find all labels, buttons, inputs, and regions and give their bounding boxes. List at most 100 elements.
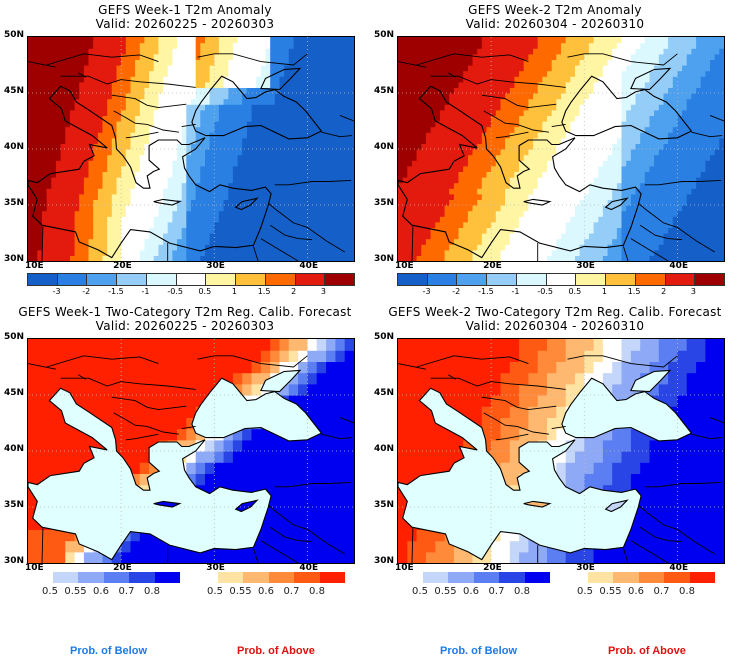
grid-cell — [32, 65, 38, 72]
grid-cell — [486, 48, 492, 55]
grid-cell — [435, 81, 441, 88]
grid-cell — [139, 76, 146, 83]
grid-cell — [88, 121, 94, 128]
grid-cell — [505, 115, 511, 122]
grid-cell — [602, 126, 609, 133]
grid-cell — [74, 165, 80, 172]
grid-cell — [340, 210, 346, 217]
grid-cell — [135, 59, 141, 66]
grid-cell — [630, 48, 637, 55]
grid-cell — [256, 171, 262, 178]
grid-cell — [153, 165, 159, 172]
grid-cell — [102, 199, 108, 206]
grid-cell — [191, 126, 197, 133]
grid-cell — [444, 238, 450, 245]
grid-cell — [575, 42, 581, 49]
grid-cell — [302, 165, 309, 172]
grid-cell — [237, 182, 243, 189]
grid-cell — [167, 199, 173, 206]
grid-cell — [121, 59, 127, 66]
grid-cell — [602, 160, 609, 167]
grid-cell — [533, 221, 539, 228]
grid-cell — [223, 143, 229, 150]
grid-cell — [288, 249, 295, 256]
grid-cell — [321, 70, 327, 77]
grid-cell — [158, 182, 164, 189]
grid-cell — [453, 87, 460, 94]
grid-cell — [565, 65, 571, 72]
grid-cell — [556, 53, 562, 60]
grid-cell — [402, 59, 408, 66]
grid-cell — [439, 188, 446, 195]
grid-cell — [130, 244, 136, 251]
grid-cell — [270, 37, 276, 44]
grid-cell — [158, 193, 164, 200]
grid-cell — [135, 216, 141, 223]
grid-cell — [412, 65, 418, 72]
grid-cell — [293, 255, 299, 261]
grid-cell — [232, 221, 239, 228]
grid-cell — [458, 70, 464, 77]
grid-cell — [472, 160, 478, 167]
grid-cell — [116, 210, 122, 217]
grid-cell — [425, 149, 432, 156]
grid-cell — [218, 37, 225, 44]
grid-cell — [556, 249, 562, 256]
grid-cell — [640, 160, 646, 167]
grid-cell — [519, 221, 525, 228]
grid-cell — [453, 227, 460, 234]
grid-cell — [265, 143, 271, 150]
grid-cell — [486, 115, 492, 122]
grid-cell — [421, 132, 427, 139]
grid-cell — [69, 65, 76, 72]
grid-cell — [298, 109, 304, 116]
grid-cell — [32, 126, 38, 133]
grid-cell — [630, 81, 637, 88]
grid-cell — [449, 182, 455, 189]
grid-cell — [349, 205, 354, 212]
grid-cell — [467, 188, 474, 195]
grid-cell — [340, 177, 346, 184]
grid-cell — [602, 109, 609, 116]
grid-cell — [83, 48, 90, 55]
grid-cell — [130, 255, 136, 261]
grid-cell — [181, 121, 187, 128]
grid-cell — [186, 244, 192, 251]
grid-cell — [111, 205, 118, 212]
grid-cell — [181, 249, 187, 256]
grid-cell — [256, 216, 262, 223]
grid-cell — [232, 143, 239, 150]
grid-cell — [491, 87, 497, 94]
grid-cell — [260, 48, 267, 55]
grid-cell — [542, 205, 548, 212]
grid-cell — [83, 199, 90, 206]
grid-cell — [514, 221, 520, 228]
grid-cell — [93, 188, 99, 195]
grid-cell — [519, 37, 525, 44]
grid-cell — [69, 238, 76, 245]
grid-cell — [293, 165, 299, 172]
grid-cell — [463, 177, 469, 184]
grid-cell — [533, 81, 539, 88]
grid-cell — [135, 160, 141, 167]
grid-cell — [598, 154, 604, 161]
country-border — [197, 53, 308, 66]
grid-cell — [214, 249, 220, 256]
grid-cell — [458, 199, 464, 206]
grid-cell — [575, 227, 581, 234]
grid-cell — [616, 238, 623, 245]
grid-cell — [121, 244, 127, 251]
grid-cell — [214, 221, 220, 228]
grid-cell — [612, 171, 618, 178]
grid-cell — [491, 160, 497, 167]
grid-cell — [635, 188, 641, 195]
grid-cell — [491, 42, 497, 49]
grid-cell — [69, 115, 76, 122]
grid-cell — [495, 154, 502, 161]
grid-cell — [570, 93, 576, 100]
grid-cell — [205, 149, 211, 156]
grid-cell — [200, 227, 206, 234]
grid-cell — [242, 238, 248, 245]
grid-cell — [205, 59, 211, 66]
grid-cell — [274, 216, 281, 223]
